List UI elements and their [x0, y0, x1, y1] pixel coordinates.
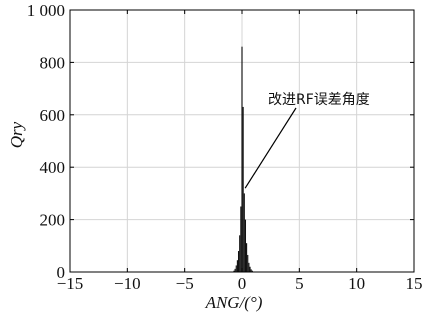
y-tick-label: 0	[57, 263, 66, 282]
histogram-bar	[234, 268, 236, 272]
histogram-bar	[233, 270, 235, 272]
y-tick-label: 400	[40, 158, 66, 177]
y-tick-label: 200	[40, 211, 66, 230]
x-tick-label: 5	[295, 274, 304, 293]
x-axis-label: ANG/(°)	[205, 293, 263, 312]
x-tick-label: 15	[406, 274, 423, 293]
histogram-bar	[244, 219, 247, 272]
histogram-bar	[240, 206, 242, 272]
histogram-bar	[239, 235, 241, 272]
annotation-leader-line	[244, 107, 297, 189]
x-tick-label: 0	[238, 274, 247, 293]
histogram-bar	[241, 46, 243, 273]
x-axis-ticks: −15 −10 −5 0 5 10 15	[57, 10, 423, 293]
histogram-bar	[247, 254, 249, 272]
y-axis-ticks: 0 200 400 600 800 1 000	[27, 1, 414, 282]
y-tick-label: 1 000	[27, 1, 65, 20]
y-tick-label: 600	[40, 106, 66, 125]
bars	[233, 46, 253, 273]
histogram-bar	[243, 193, 245, 272]
y-tick-label: 800	[40, 53, 66, 72]
histogram-bar	[235, 265, 237, 272]
histogram-bar	[242, 106, 244, 272]
x-tick-label: −5	[176, 274, 194, 293]
x-tick-label: −10	[114, 274, 141, 293]
histogram-bar	[248, 262, 250, 272]
histogram-bar	[251, 270, 253, 272]
histogram-bar	[249, 266, 251, 272]
y-axis-label: Qry	[7, 121, 26, 148]
histogram-bar	[246, 243, 248, 272]
x-tick-label: −15	[57, 274, 84, 293]
histogram-bar	[236, 260, 238, 272]
histogram-bar	[250, 269, 252, 272]
x-tick-label: 10	[348, 274, 365, 293]
histogram-bar	[237, 251, 240, 272]
annotation-label: 改进RF误差角度	[268, 92, 370, 108]
